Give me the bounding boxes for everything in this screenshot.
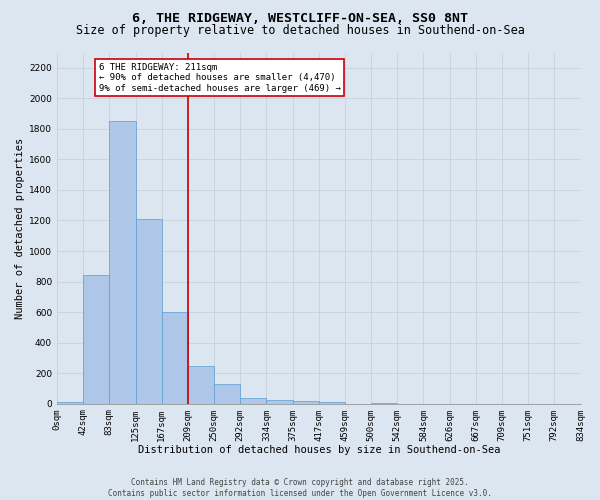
Bar: [109, 121, 136, 404]
Text: Contains HM Land Registry data © Crown copyright and database right 2025.
Contai: Contains HM Land Registry data © Crown c…: [108, 478, 492, 498]
Text: 6 THE RIDGEWAY: 211sqm
← 90% of detached houses are smaller (4,470)
9% of semi-d: 6 THE RIDGEWAY: 211sqm ← 90% of detached…: [99, 63, 341, 93]
Text: Size of property relative to detached houses in Southend-on-Sea: Size of property relative to detached ho…: [76, 24, 524, 37]
Bar: [214, 384, 240, 404]
Bar: [319, 402, 345, 404]
Y-axis label: Number of detached properties: Number of detached properties: [15, 138, 25, 318]
X-axis label: Distribution of detached houses by size in Southend-on-Sea: Distribution of detached houses by size …: [137, 445, 500, 455]
Bar: [136, 219, 162, 404]
Bar: [371, 403, 397, 404]
Bar: [57, 402, 83, 404]
Text: 6, THE RIDGEWAY, WESTCLIFF-ON-SEA, SS0 8NT: 6, THE RIDGEWAY, WESTCLIFF-ON-SEA, SS0 8…: [132, 12, 468, 26]
Bar: [240, 398, 266, 404]
Bar: [162, 312, 188, 404]
Bar: [266, 400, 293, 404]
Bar: [188, 366, 214, 404]
Bar: [293, 402, 319, 404]
Bar: [83, 276, 109, 404]
